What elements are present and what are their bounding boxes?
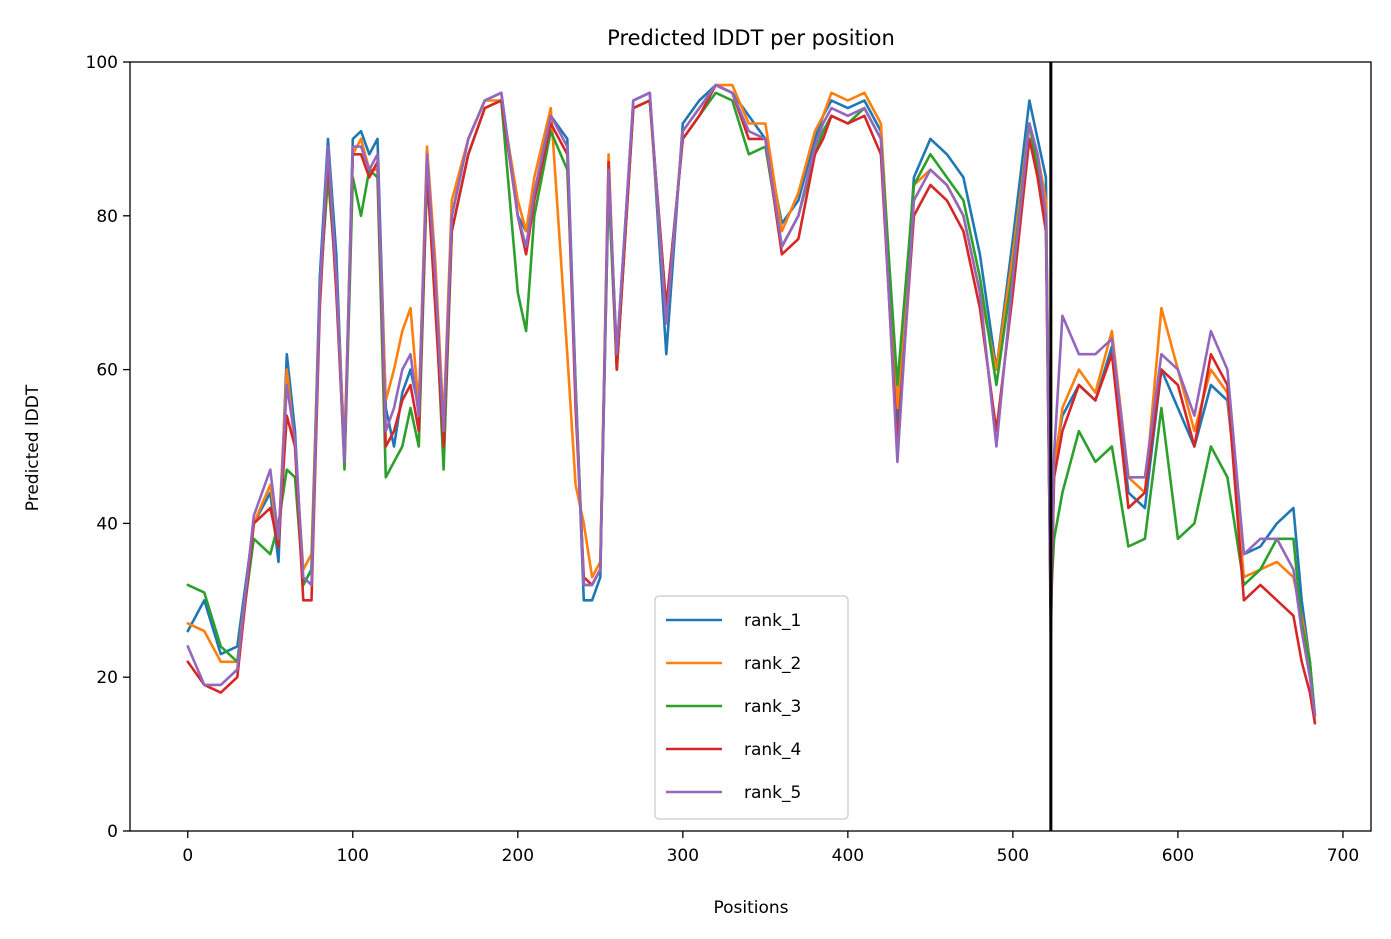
x-tick-label: 100 [337, 846, 369, 866]
legend-label-rank_2: rank_2 [744, 654, 801, 674]
legend-label-rank_1: rank_1 [744, 611, 801, 631]
x-tick-label: 300 [667, 846, 699, 866]
x-tick-label: 500 [997, 846, 1029, 866]
legend-label-rank_5: rank_5 [744, 783, 801, 803]
x-tick-label: 200 [502, 846, 534, 866]
legend-box [654, 595, 849, 820]
x-tick-label: 400 [832, 846, 864, 866]
x-tick-label: 0 [182, 846, 193, 866]
y-axis-ticks: 0 20 40 60 80 100 [86, 53, 130, 842]
series-layer [186, 83, 1317, 725]
legend-label-rank_4: rank_4 [744, 740, 801, 760]
y-tick-label: 40 [96, 514, 118, 534]
series-line-rank_5 [186, 83, 1317, 717]
x-tick-label: 600 [1162, 846, 1194, 866]
y-tick-label: 0 [107, 822, 118, 842]
y-axis-label: Predicted lDDT [23, 384, 43, 511]
x-tick-label: 700 [1327, 846, 1359, 866]
chart-title: Predicted lDDT per position [607, 26, 895, 50]
x-axis-ticks: 0 100 200 300 400 500 600 700 [182, 831, 1359, 866]
y-tick-label: 60 [96, 361, 118, 381]
x-axis-label: Positions [713, 898, 788, 918]
plot-frame [129, 61, 1372, 832]
y-tick-label: 20 [96, 668, 118, 688]
legend-label-rank_3: rank_3 [744, 697, 801, 717]
y-tick-label: 80 [96, 207, 118, 227]
legend: rank_1 rank_2 rank_3 rank_4 rank_5 [654, 595, 849, 820]
y-tick-label: 100 [86, 53, 118, 73]
